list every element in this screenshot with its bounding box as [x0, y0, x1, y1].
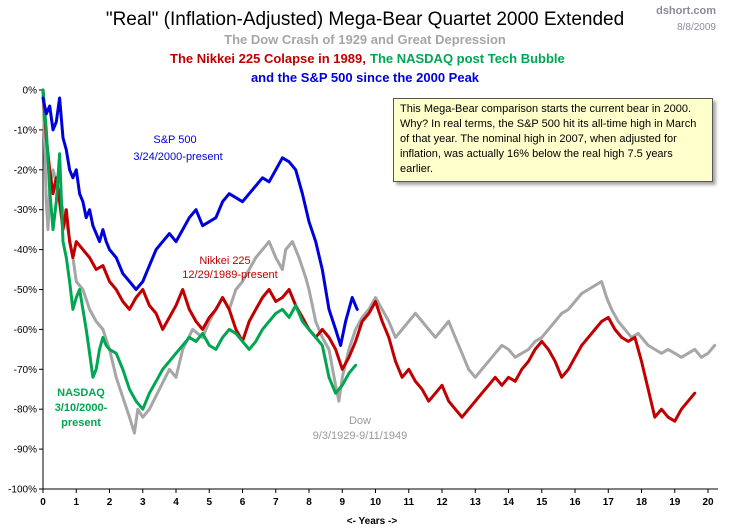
series-line-nasdaq	[41, 88, 358, 411]
subtitle-nikkei: The Nikkei 225 Colapse in 1989,	[170, 51, 366, 66]
x-tick-label: 8	[306, 497, 312, 508]
x-tick-label: 12	[436, 497, 448, 508]
x-tick-label: 9	[339, 497, 345, 508]
x-tick-label: 14	[503, 497, 515, 508]
label-sp500: S&P 500 3/24/2000-present	[133, 134, 222, 163]
x-tick-label: 5	[206, 497, 212, 508]
label-nasdaq-name: NASDAQ	[57, 387, 105, 399]
label-sp500-name: S&P 500	[153, 134, 196, 146]
x-tick-label: 18	[636, 497, 648, 508]
label-nikkei-name: Nikkei 225	[199, 255, 250, 267]
series-line-nikkei	[41, 88, 697, 423]
y-tick-label: -90%	[14, 445, 37, 456]
x-tick-label: 1	[73, 497, 79, 508]
subtitle-nasdaq: The NASDAQ post Tech Bubble	[370, 51, 565, 66]
label-nikkei: Nikkei 225 12/29/1989-present	[182, 255, 277, 281]
label-nasdaq-present: present	[61, 417, 101, 429]
series-line-sp500	[41, 96, 359, 347]
chart-title: "Real" (Inflation-Adjusted) Mega-Bear Qu…	[106, 9, 624, 30]
y-tick-label: -10%	[14, 125, 37, 136]
label-nasdaq: NASDAQ 3/10/2000- present	[55, 387, 108, 429]
label-nikkei-dates: 12/29/1989-present	[182, 269, 277, 281]
x-tick-label: 17	[603, 497, 615, 508]
x-tick-label: 10	[370, 497, 382, 508]
y-tick-label: -30%	[14, 205, 37, 216]
label-dow-dates: 9/3/1929-9/11/1949	[313, 430, 408, 442]
x-tick-label: 15	[536, 497, 548, 508]
subtitle-sp500: and the S&P 500 since the 2000 Peak	[251, 70, 480, 85]
y-tick-label: -60%	[14, 325, 37, 336]
chart-date: 8/8/2009	[677, 22, 716, 33]
site-credit: dshort.com	[656, 5, 716, 17]
x-tick-label: 4	[173, 497, 179, 508]
series-line-dow	[41, 88, 717, 435]
y-tick-label: -50%	[14, 285, 37, 296]
x-tick-label: 20	[702, 497, 714, 508]
x-tick-label: 6	[240, 497, 246, 508]
label-dow-name: Dow	[349, 415, 371, 427]
subtitle-dow: The Dow Crash of 1929 and Great Depressi…	[224, 32, 506, 47]
y-tick-label: -70%	[14, 365, 37, 376]
y-tick-label: -20%	[14, 165, 37, 176]
y-tick-label: -100%	[8, 485, 37, 496]
x-tick-label: 7	[273, 497, 279, 508]
x-tick-label: 13	[470, 497, 482, 508]
x-tick-label: 16	[569, 497, 581, 508]
x-tick-label: 0	[40, 497, 46, 508]
x-tick-label: 3	[140, 497, 146, 508]
y-tick-label: -80%	[14, 405, 37, 416]
label-sp500-dates: 3/24/2000-present	[133, 151, 222, 163]
x-axis-ticks: 0 1 2 3 4 5 6 7 8 9 10 11 12 13 14 15 16 17 18 19 20	[40, 489, 714, 508]
x-tick-label: 19	[669, 497, 681, 508]
y-tick-label: -40%	[14, 245, 37, 256]
annotation-box: This Mega-Bear comparison starts the cur…	[393, 98, 713, 182]
label-dow: Dow 9/3/1929-9/11/1949	[313, 415, 408, 442]
y-axis-ticks: 0% -10% -20% -30% -40% -50% -60% -70% -80% -90% -1…	[8, 86, 43, 496]
x-tick-label: 2	[107, 497, 113, 508]
x-axis-label: <- Years ->	[347, 516, 398, 527]
y-tick-label: 0%	[23, 86, 38, 97]
series-lines	[41, 88, 717, 435]
x-tick-label: 11	[403, 497, 414, 508]
label-nasdaq-dates: 3/10/2000-	[55, 402, 108, 414]
